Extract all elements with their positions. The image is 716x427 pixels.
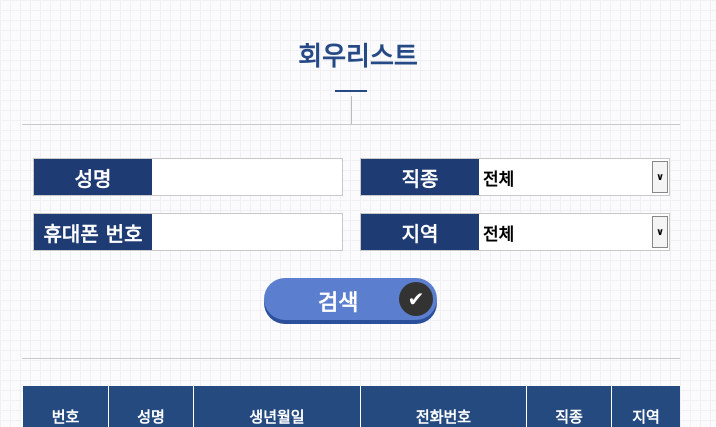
search-button-label: 검색 bbox=[318, 291, 359, 316]
job-field: 직종 전체 ∨ bbox=[360, 158, 670, 196]
header-number[interactable]: 번호 bbox=[22, 386, 109, 427]
header-job[interactable]: 직종 bbox=[526, 386, 612, 427]
divider bbox=[22, 358, 680, 359]
header-name[interactable]: 성명 bbox=[108, 386, 194, 427]
page-title: 회우리스트 bbox=[298, 42, 418, 72]
check-icon: ✔ bbox=[399, 282, 433, 316]
table-header-row: 번호 성명 생년월일 전화번호 직종 지역 bbox=[22, 386, 680, 427]
phone-field: 휴대폰 번호 bbox=[33, 213, 343, 251]
region-label: 지역 bbox=[361, 214, 479, 250]
header-birthdate[interactable]: 생년월일 bbox=[193, 386, 361, 427]
divider bbox=[351, 96, 352, 124]
job-select[interactable]: 전체 ∨ bbox=[479, 159, 669, 195]
chevron-down-icon: ∨ bbox=[652, 216, 668, 248]
member-table: 번호 성명 생년월일 전화번호 직종 지역 bbox=[22, 386, 680, 427]
chevron-down-icon: ∨ bbox=[652, 161, 668, 193]
name-field: 성명 bbox=[33, 158, 343, 196]
phone-input[interactable] bbox=[152, 214, 342, 250]
header-region[interactable]: 지역 bbox=[611, 386, 680, 427]
search-button[interactable]: 검색 ✔ bbox=[264, 278, 437, 320]
job-label: 직종 bbox=[361, 159, 479, 195]
name-input[interactable] bbox=[152, 159, 342, 195]
name-label: 성명 bbox=[34, 159, 152, 195]
job-value: 전체 bbox=[483, 169, 515, 190]
header-phone[interactable]: 전화번호 bbox=[360, 386, 527, 427]
region-field: 지역 전체 ∨ bbox=[360, 213, 670, 251]
region-select[interactable]: 전체 ∨ bbox=[479, 214, 669, 250]
region-value: 전체 bbox=[483, 224, 515, 245]
title-underline bbox=[335, 90, 367, 92]
phone-label: 휴대폰 번호 bbox=[34, 214, 152, 250]
divider bbox=[22, 124, 680, 125]
